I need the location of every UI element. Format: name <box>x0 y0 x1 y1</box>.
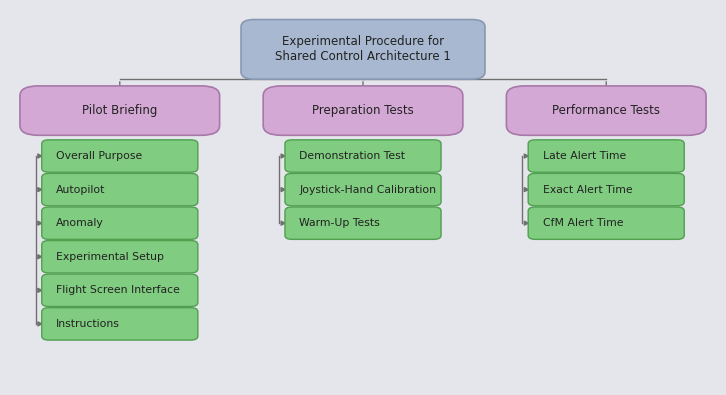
Text: Experimental Procedure for
Shared Control Architecture 1: Experimental Procedure for Shared Contro… <box>275 36 451 63</box>
Text: Late Alert Time: Late Alert Time <box>542 151 626 161</box>
FancyBboxPatch shape <box>285 173 441 206</box>
FancyBboxPatch shape <box>42 274 197 307</box>
FancyBboxPatch shape <box>285 207 441 239</box>
FancyBboxPatch shape <box>506 86 706 135</box>
Text: Instructions: Instructions <box>57 319 120 329</box>
FancyBboxPatch shape <box>241 19 485 79</box>
FancyBboxPatch shape <box>528 140 684 172</box>
Text: Flight Screen Interface: Flight Screen Interface <box>57 285 180 295</box>
Text: Performance Tests: Performance Tests <box>552 104 660 117</box>
Text: Demonstration Test: Demonstration Test <box>299 151 406 161</box>
FancyBboxPatch shape <box>528 207 684 239</box>
Text: Warm-Up Tests: Warm-Up Tests <box>299 218 380 228</box>
Text: Preparation Tests: Preparation Tests <box>312 104 414 117</box>
Text: CfM Alert Time: CfM Alert Time <box>542 218 623 228</box>
Text: Experimental Setup: Experimental Setup <box>57 252 164 262</box>
Text: Anomaly: Anomaly <box>57 218 104 228</box>
FancyBboxPatch shape <box>264 86 463 135</box>
Text: Overall Purpose: Overall Purpose <box>57 151 142 161</box>
FancyBboxPatch shape <box>285 140 441 172</box>
FancyBboxPatch shape <box>42 207 197 239</box>
FancyBboxPatch shape <box>20 86 220 135</box>
FancyBboxPatch shape <box>42 173 197 206</box>
FancyBboxPatch shape <box>42 241 197 273</box>
Text: Exact Alert Time: Exact Alert Time <box>542 184 632 195</box>
Text: Pilot Briefing: Pilot Briefing <box>82 104 158 117</box>
FancyBboxPatch shape <box>42 308 197 340</box>
FancyBboxPatch shape <box>528 173 684 206</box>
Text: Joystick-Hand Calibration: Joystick-Hand Calibration <box>299 184 436 195</box>
FancyBboxPatch shape <box>42 140 197 172</box>
Text: Autopilot: Autopilot <box>57 184 106 195</box>
